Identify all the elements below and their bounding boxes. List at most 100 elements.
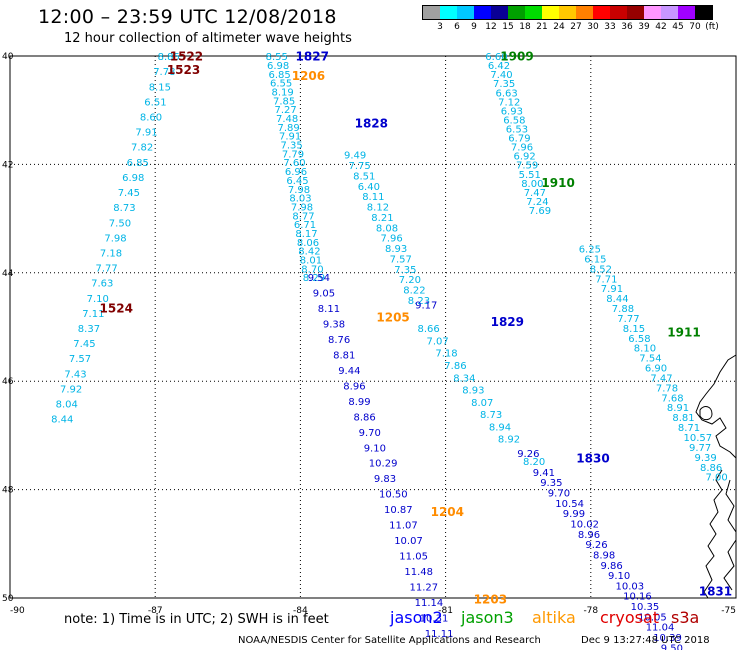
wave-height-value: 10.87 bbox=[384, 505, 413, 516]
map-subtitle: 12 hour collection of altimeter wave hei… bbox=[64, 31, 352, 46]
wave-height-value: 8.07 bbox=[471, 398, 493, 409]
wave-height-color-legend: 3 6 9 12 15 18 21 24 27 30 33 36 39 42 45 70 (ft) bbox=[422, 5, 719, 34]
pass-time-label: 1205 bbox=[376, 310, 409, 324]
wave-height-value: 6.79 bbox=[508, 134, 530, 145]
wave-height-value: 6.55 bbox=[270, 79, 292, 90]
pass-time-label: 1830 bbox=[576, 452, 609, 466]
wave-height-value: 6.93 bbox=[501, 106, 523, 117]
wave-height-value: 7.68 bbox=[661, 393, 683, 404]
legend-label: 12 bbox=[485, 22, 497, 32]
wave-height-value: 8.15 bbox=[149, 82, 171, 93]
wave-height-value: 9.26 bbox=[585, 540, 607, 551]
wave-height-value: 7.20 bbox=[399, 275, 421, 286]
pass-time-label: 1911 bbox=[667, 325, 700, 339]
wave-height-value: 8.19 bbox=[272, 88, 294, 99]
wave-height-value: 8.76 bbox=[328, 335, 350, 346]
map-frame bbox=[9, 55, 737, 599]
legend-label: (ft) bbox=[705, 22, 719, 32]
wave-height-value: 7.07 bbox=[427, 337, 449, 348]
wave-height-value: 7.89 bbox=[278, 123, 300, 134]
wave-height-value: 8.91 bbox=[667, 403, 689, 414]
wave-height-value: 7.35 bbox=[281, 141, 303, 152]
wave-height-value: 9.17 bbox=[415, 300, 437, 311]
wave-height-value: 8.81 bbox=[333, 351, 355, 362]
wave-height-value: 7.85 bbox=[273, 96, 295, 107]
wave-height-value: 7.48 bbox=[276, 114, 298, 125]
wave-height-value: 6.92 bbox=[514, 152, 536, 163]
wave-height-value: 7.27 bbox=[275, 105, 297, 116]
wave-height-value: 6.42 bbox=[488, 61, 510, 72]
wave-height-value: 7.18 bbox=[435, 349, 457, 360]
wave-height-value: 11.14 bbox=[415, 598, 444, 609]
wave-height-value: 8.34 bbox=[453, 373, 475, 384]
legend-label: 42 bbox=[655, 22, 667, 32]
wave-height-value: 9.10 bbox=[364, 443, 386, 454]
wave-height-value: 8.44 bbox=[51, 415, 73, 426]
wave-height-value: 8.12 bbox=[367, 203, 389, 214]
wave-height-value: 9.05 bbox=[313, 289, 335, 300]
pass-time-label: 1828 bbox=[355, 116, 388, 130]
wave-height-value: 10.05 bbox=[638, 612, 667, 623]
legend-label: 39 bbox=[638, 22, 650, 32]
wave-height-value: 6.85 bbox=[127, 158, 149, 169]
wave-height-value: 7.60 bbox=[283, 158, 305, 169]
latitude-tick-label: 48 bbox=[2, 486, 14, 496]
wave-height-value: 9.26 bbox=[517, 449, 539, 460]
wave-height-value: 8.11 bbox=[362, 192, 384, 203]
wave-height-value: 7.71 bbox=[595, 274, 617, 285]
wave-height-value: 7.11 bbox=[82, 309, 104, 320]
wave-height-value: 8.11 bbox=[318, 304, 340, 315]
wave-height-value: 10.39 bbox=[653, 633, 682, 644]
latitude-tick-label: 46 bbox=[2, 377, 14, 387]
wave-height-value: 7.59 bbox=[516, 161, 538, 172]
pass-time-label: 1909 bbox=[500, 50, 533, 64]
legend-swatch bbox=[474, 6, 491, 19]
wave-height-value: 9.44 bbox=[338, 366, 360, 377]
wave-height-value: 8.08 bbox=[376, 223, 398, 234]
wave-height-value: 7.00 bbox=[706, 473, 728, 484]
wave-height-value: 9.70 bbox=[359, 428, 381, 439]
legend-swatch bbox=[678, 6, 695, 19]
wave-height-value: 7.77 bbox=[617, 314, 639, 325]
wave-height-value: 6.15 bbox=[584, 254, 606, 265]
wave-height-value: 8.93 bbox=[385, 244, 407, 255]
pass-time-label: 1523 bbox=[167, 63, 200, 77]
wave-height-value: 6.45 bbox=[286, 176, 308, 187]
wave-height-value: 6.60 bbox=[485, 52, 507, 63]
pass-time-label: 1910 bbox=[541, 176, 574, 190]
legend-label: 70 bbox=[689, 22, 701, 32]
wave-height-value: 8.00 bbox=[521, 179, 543, 190]
wave-height-value: 7.88 bbox=[612, 304, 634, 315]
wave-height-value: 7.98 bbox=[291, 203, 313, 214]
wave-height-value: 7.77 bbox=[96, 264, 118, 275]
wave-height-value: 9.99 bbox=[563, 509, 585, 520]
pass-time-label: 1524 bbox=[100, 302, 133, 316]
legend-label: 6 bbox=[454, 22, 460, 32]
legend-label: 24 bbox=[553, 22, 565, 32]
wave-height-value: 8.66 bbox=[418, 324, 440, 335]
wave-height-value: 6.51 bbox=[144, 97, 166, 108]
pass-time-label: 1206 bbox=[292, 69, 325, 83]
wave-height-value: 9.86 bbox=[601, 561, 623, 572]
legend-swatch bbox=[508, 6, 525, 19]
satellite-name-jason3: jason3 bbox=[461, 608, 514, 627]
credit-line: NOAA/NESDIS Center for Satellite Applica… bbox=[238, 635, 541, 646]
wave-height-value: 9.39 bbox=[695, 453, 717, 464]
legend-label: 21 bbox=[536, 22, 548, 32]
legend-labels: 3 6 9 12 15 18 21 24 27 30 33 36 39 42 45 70 (ft) bbox=[422, 20, 719, 34]
wave-height-value: 6.98 bbox=[267, 61, 289, 72]
wave-height-value: 8.06 bbox=[297, 238, 319, 249]
map-grid bbox=[9, 55, 737, 599]
legend-label: 30 bbox=[587, 22, 599, 32]
wave-height-value: 7.18 bbox=[100, 249, 122, 260]
altimeter-tracks: 8.857.788.156.518.607.917.826.856.987.45… bbox=[51, 52, 728, 650]
wave-height-value: 7.96 bbox=[511, 143, 533, 154]
wave-height-value: 8.04 bbox=[56, 400, 78, 411]
wave-height-value: 8.01 bbox=[300, 256, 322, 267]
wave-height-value: 8.94 bbox=[489, 423, 511, 434]
wave-height-value: 9.54 bbox=[308, 273, 330, 284]
legend-swatch bbox=[525, 6, 542, 19]
wave-height-value: 7.35 bbox=[394, 265, 416, 276]
wave-height-value: 5.51 bbox=[519, 170, 541, 181]
